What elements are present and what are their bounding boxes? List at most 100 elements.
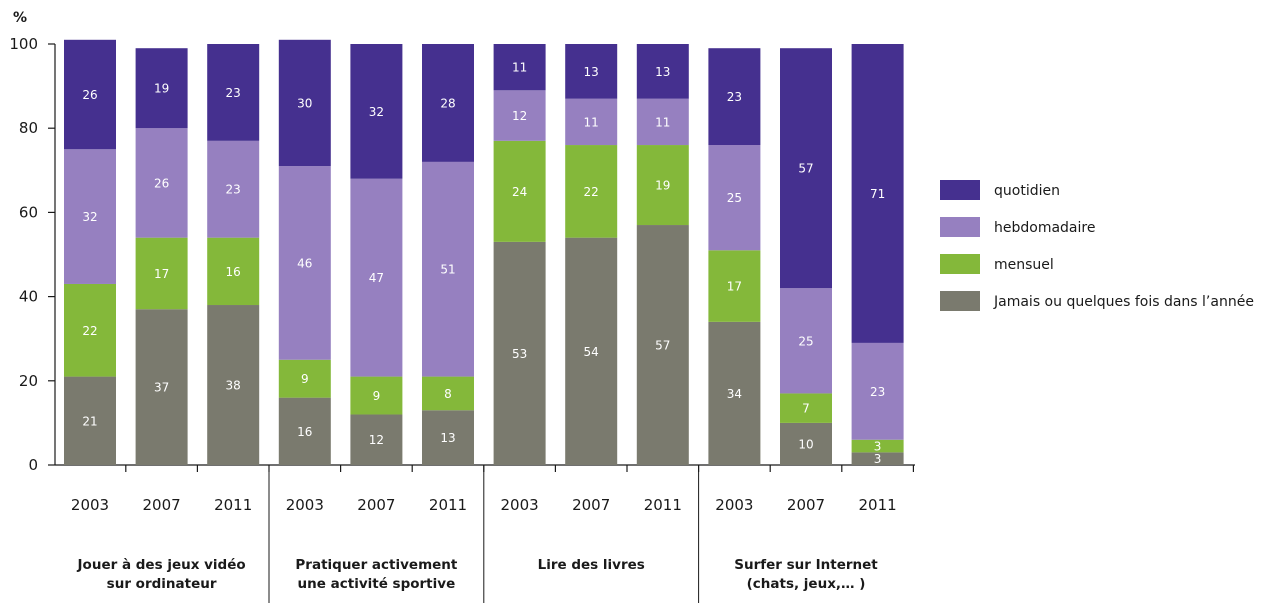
- bars: [64, 39, 904, 465]
- data-label: 21: [82, 414, 97, 428]
- y-tick-label: 80: [19, 119, 38, 137]
- year-label: 2007: [572, 496, 610, 514]
- group-label: sur ordinateur: [107, 576, 217, 592]
- data-label: 23: [226, 183, 241, 197]
- data-label: 11: [655, 115, 670, 129]
- data-label: 12: [512, 109, 527, 123]
- bar-segment: [278, 166, 331, 360]
- data-label: 8: [444, 387, 452, 401]
- bar-segment: [493, 90, 546, 141]
- bar-segment: [636, 145, 689, 226]
- bar-segment: [278, 397, 331, 465]
- bar-segment: [780, 48, 832, 289]
- legend-swatch: [940, 180, 980, 200]
- legend-swatch: [940, 217, 980, 237]
- group-label: Surfer sur Internet: [734, 557, 878, 573]
- bar-segment: [780, 288, 832, 394]
- bar-segment: [565, 44, 618, 99]
- data-label: 3: [874, 440, 882, 454]
- data-label: 23: [870, 385, 885, 399]
- data-label: 7: [802, 402, 810, 416]
- bar-segment: [350, 414, 403, 465]
- data-label: 57: [798, 162, 813, 176]
- data-label: 19: [154, 82, 169, 96]
- y-tick-label: 100: [9, 35, 38, 53]
- legend-label: Jamais ou quelques fois dans l’année: [993, 294, 1254, 310]
- bar-segment: [565, 145, 618, 238]
- data-label: 32: [369, 105, 384, 119]
- year-label: 2007: [143, 496, 181, 514]
- year-label: 2011: [214, 496, 252, 514]
- data-label: 71: [870, 187, 885, 201]
- group-label: Lire des livres: [538, 557, 645, 573]
- legend-swatch: [940, 254, 980, 274]
- year-label: 2011: [429, 496, 467, 514]
- bar-segment: [851, 342, 904, 440]
- group-label: une activité sportive: [298, 576, 456, 592]
- bar-segment: [278, 39, 331, 167]
- bar-segment: [135, 237, 188, 310]
- group-label: Pratiquer activement: [295, 557, 458, 573]
- bar-segment: [350, 376, 403, 415]
- bar-segment: [207, 140, 260, 238]
- legend: quotidien hebdomadaire mensuel Jamais ou qu…: [940, 180, 1254, 311]
- data-label: 17: [727, 280, 742, 294]
- bar-segment: [493, 44, 546, 91]
- data-label: 23: [226, 86, 241, 100]
- axes: % 0 20 40 60 80 100: [9, 10, 915, 603]
- bar-segment: [64, 39, 116, 150]
- data-label: 16: [297, 425, 312, 439]
- data-label: 13: [584, 65, 599, 79]
- y-unit-label: %: [13, 10, 27, 26]
- year-label: 2003: [71, 496, 109, 514]
- bar-segment: [207, 305, 260, 465]
- data-label: 37: [154, 381, 169, 395]
- data-label: 24: [512, 185, 527, 199]
- y-tick-label: 60: [19, 203, 38, 221]
- y-tick-label: 40: [19, 288, 38, 306]
- data-label: 46: [297, 256, 312, 270]
- bar-segment: [350, 178, 403, 377]
- data-label: 32: [82, 210, 97, 224]
- data-label: 34: [727, 387, 742, 401]
- bar-segment: [422, 376, 474, 411]
- bar-segment: [636, 44, 689, 99]
- year-label: 2007: [787, 496, 825, 514]
- data-label: 51: [440, 263, 455, 277]
- data-label: 26: [154, 176, 169, 190]
- year-label: 2011: [644, 496, 682, 514]
- data-label: 11: [512, 61, 527, 75]
- bar-segment: [493, 241, 546, 465]
- legend-swatch: [940, 291, 980, 311]
- data-label: 22: [82, 324, 97, 338]
- bar-segment: [565, 98, 618, 146]
- data-label: 22: [584, 185, 599, 199]
- data-label: 12: [369, 433, 384, 447]
- data-label: 38: [226, 379, 241, 393]
- bar-segment: [422, 410, 474, 465]
- year-label: 2003: [715, 496, 753, 514]
- bar-segment: [135, 128, 188, 238]
- data-label: 47: [369, 271, 384, 285]
- y-tick-label: 20: [19, 372, 38, 390]
- year-label: 2003: [286, 496, 324, 514]
- bar-segment: [207, 44, 260, 141]
- bar-segment: [780, 393, 832, 423]
- bar-segment: [135, 309, 188, 465]
- year-label: 2003: [501, 496, 539, 514]
- bar-segment: [278, 359, 331, 398]
- data-label: 25: [727, 191, 742, 205]
- year-label: 2007: [357, 496, 395, 514]
- bar-segment: [64, 283, 116, 377]
- data-label: 3: [874, 452, 882, 466]
- data-label: 9: [373, 389, 381, 403]
- data-label: 57: [655, 339, 670, 353]
- data-label: 19: [655, 179, 670, 193]
- bar-segment: [207, 237, 260, 306]
- bar-segment: [636, 225, 689, 465]
- data-label: 17: [154, 267, 169, 281]
- data-label: 10: [798, 437, 813, 451]
- legend-label: hebdomadaire: [994, 220, 1095, 236]
- data-label: 54: [584, 345, 599, 359]
